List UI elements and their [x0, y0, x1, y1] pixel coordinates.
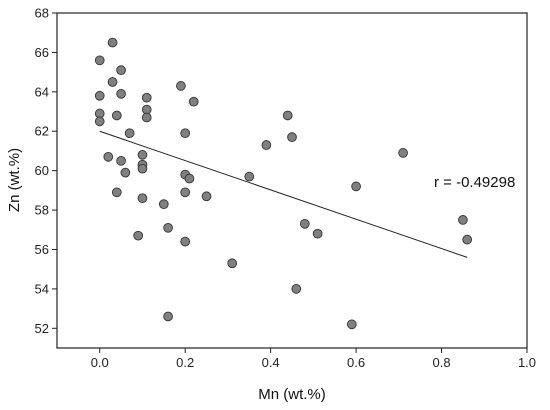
data-point — [462, 234, 473, 245]
data-point — [107, 37, 118, 48]
regression-line — [99, 130, 468, 258]
data-point — [137, 193, 148, 204]
data-point — [287, 132, 297, 142]
data-point — [94, 116, 105, 127]
data-point — [180, 187, 191, 198]
x-tick-label: 0.4 — [262, 355, 280, 370]
data-point — [111, 187, 122, 198]
data-point — [261, 140, 272, 150]
data-point — [141, 112, 152, 123]
y-tick-label: 60 — [35, 163, 49, 178]
data-point — [94, 55, 105, 66]
y-tick-label: 56 — [35, 242, 49, 257]
x-tick-label: 1.0 — [518, 355, 536, 370]
plot-area — [56, 12, 528, 349]
data-point — [188, 96, 199, 107]
data-point — [133, 230, 144, 241]
y-tick-label: 62 — [35, 124, 49, 139]
data-points — [94, 37, 473, 330]
data-point — [94, 90, 105, 101]
correlation-annotation: r = -0.49298 — [434, 174, 515, 191]
y-tick-label: 54 — [35, 281, 49, 296]
data-point — [458, 215, 468, 225]
data-point — [124, 128, 135, 139]
data-point — [180, 236, 191, 247]
data-point — [163, 311, 173, 322]
data-point — [184, 173, 195, 184]
data-point — [103, 152, 114, 162]
data-point — [227, 258, 238, 269]
data-point — [158, 199, 169, 209]
data-point — [282, 110, 293, 121]
data-point — [116, 65, 126, 75]
data-point — [120, 167, 131, 178]
data-point — [107, 77, 118, 87]
data-point — [244, 171, 255, 182]
y-tick-label: 64 — [35, 84, 49, 99]
y-tick-label: 66 — [35, 45, 49, 60]
data-point — [299, 219, 310, 229]
data-point — [180, 128, 191, 139]
data-point — [312, 228, 323, 239]
y-tick-label: 58 — [35, 203, 49, 218]
data-point — [141, 92, 152, 103]
y-axis-label: Zn (wt.%) — [6, 148, 23, 212]
data-point — [176, 81, 186, 91]
x-axis-label: Mn (wt.%) — [258, 386, 326, 403]
data-point — [163, 222, 173, 233]
data-point — [346, 319, 357, 330]
x-tick-label: 0.2 — [176, 355, 194, 370]
x-tick-label: 0.8 — [433, 355, 451, 370]
x-tick-label: 0.6 — [347, 355, 365, 370]
y-tick-label: 52 — [35, 321, 49, 336]
y-axis: 52 54 56 58 60 62 64 66 68 — [35, 6, 57, 336]
data-point — [398, 148, 408, 158]
data-point — [291, 284, 302, 294]
data-point — [201, 191, 212, 202]
data-point — [137, 150, 148, 160]
data-point — [111, 110, 122, 121]
x-axis: 0.0 0.2 0.4 0.6 0.8 1.0 — [91, 348, 536, 370]
data-point — [351, 181, 361, 192]
y-tick-label: 68 — [35, 6, 49, 21]
data-point — [116, 88, 126, 99]
x-tick-label: 0.0 — [91, 355, 109, 370]
data-point — [116, 155, 126, 166]
data-point — [137, 163, 148, 174]
